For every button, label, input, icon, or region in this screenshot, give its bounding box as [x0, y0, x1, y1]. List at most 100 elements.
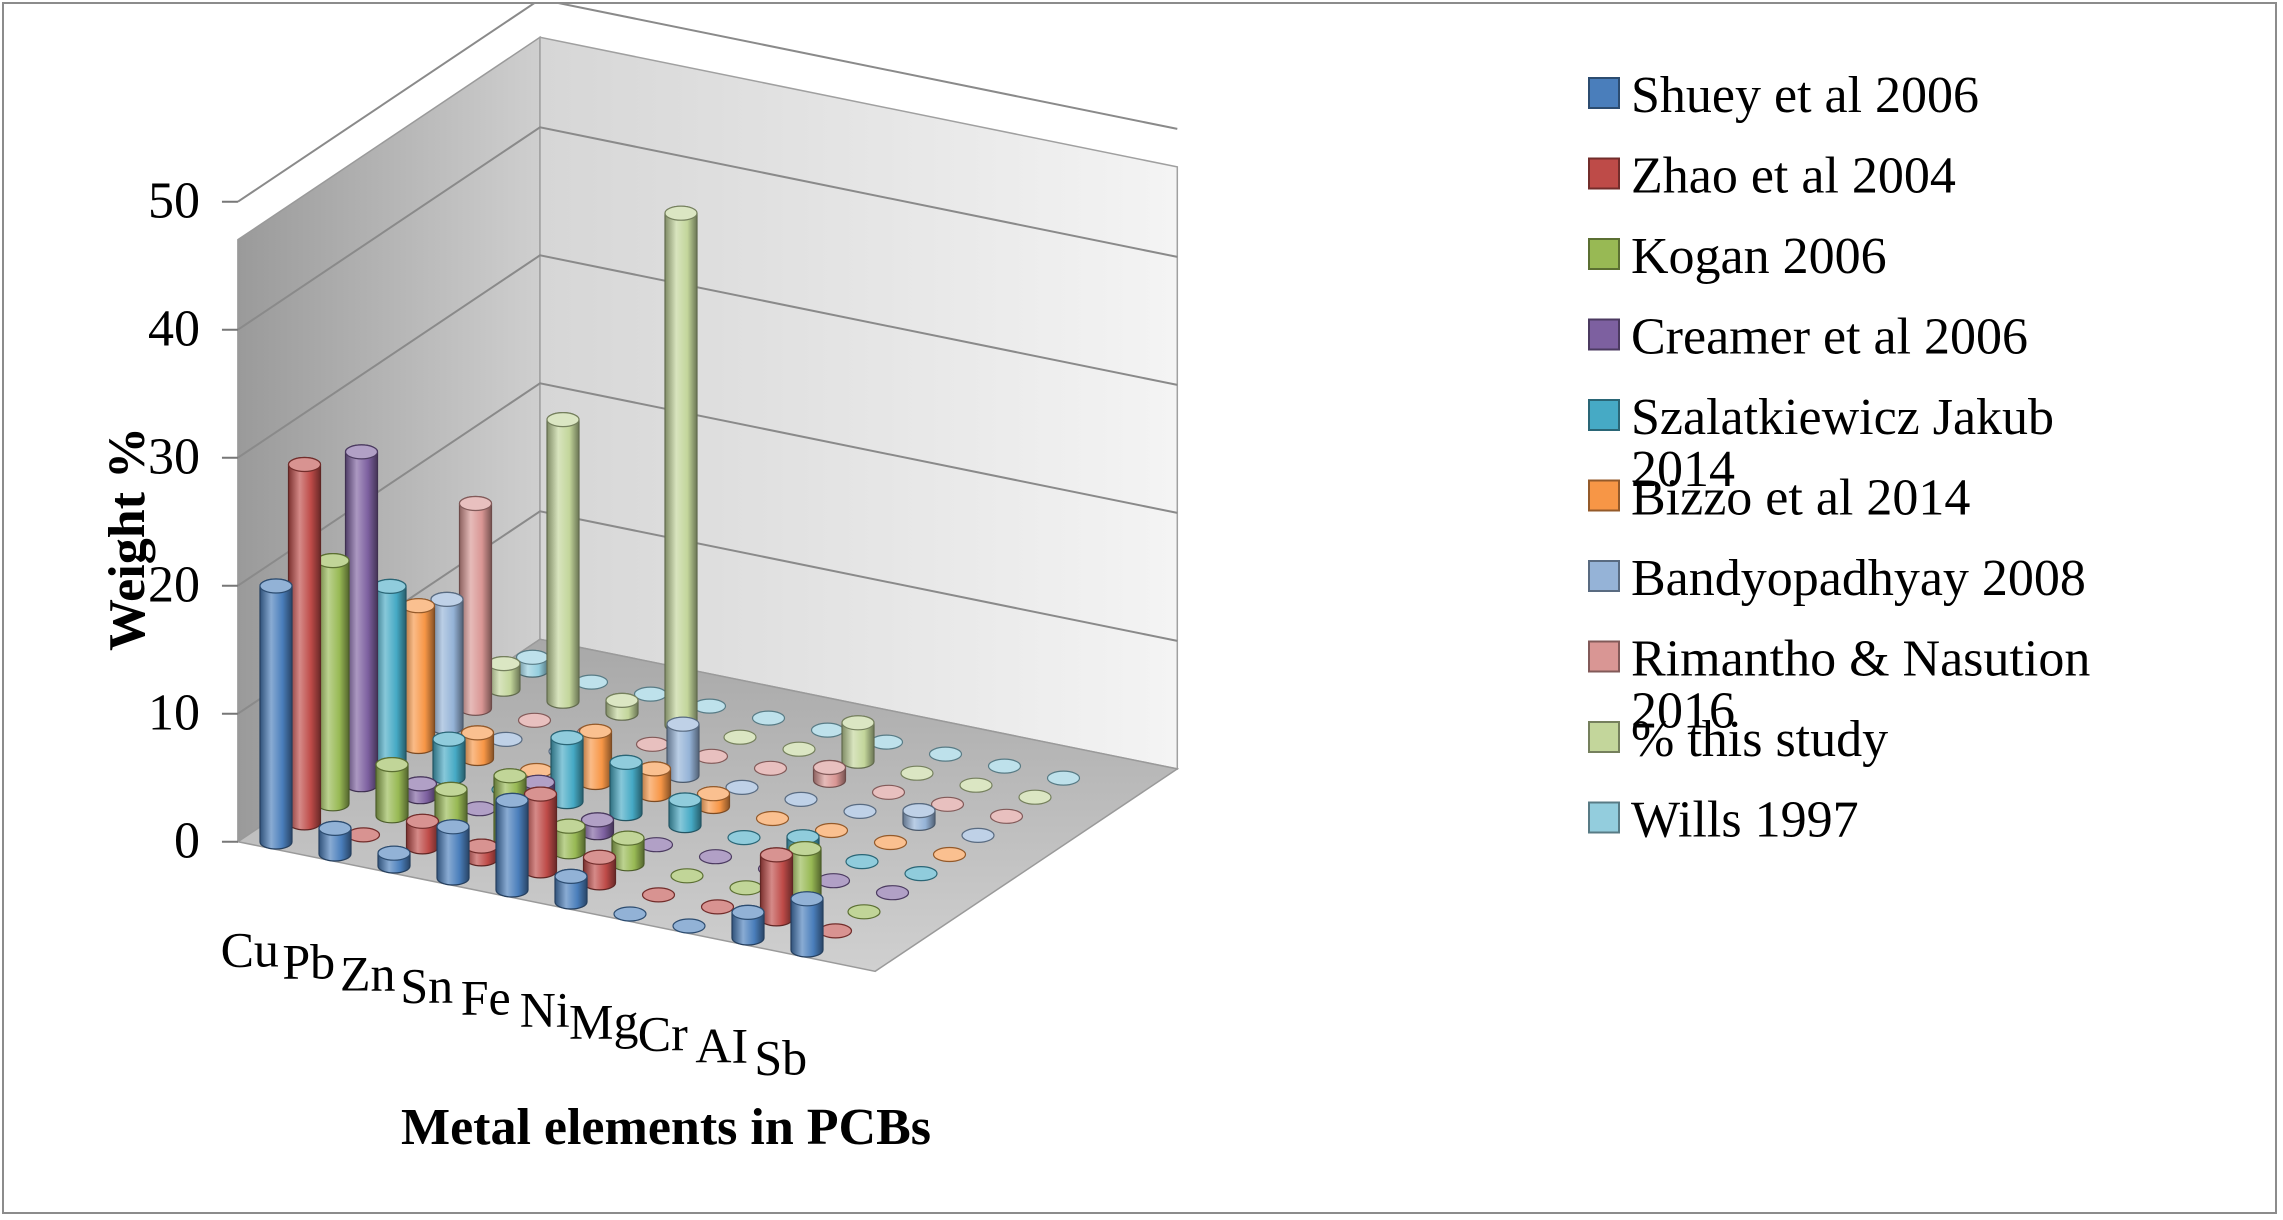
x-tick-label: Cu — [221, 922, 279, 978]
legend-label: Bandyopadhyay 2008 — [1631, 550, 2086, 607]
x-tick-label: Sn — [400, 958, 453, 1014]
gridlines — [237, 4, 1178, 715]
bar — [930, 796, 965, 812]
legend-label: Rimantho & Nasution 2016 — [1631, 631, 2090, 740]
x-tick-label: Ni — [520, 982, 570, 1038]
bar — [816, 873, 851, 889]
bar — [546, 412, 580, 709]
y-tick-label: 0 — [174, 813, 200, 870]
y-tick-label: 50 — [148, 173, 200, 230]
bar — [672, 918, 706, 934]
bar — [664, 205, 698, 733]
legend-item: Zhao et al 2004 — [1588, 148, 1956, 205]
bars — [259, 205, 1081, 958]
bar — [928, 746, 963, 762]
bar — [578, 723, 613, 791]
bar — [900, 765, 934, 781]
bar — [698, 849, 733, 865]
bar — [961, 827, 995, 844]
bar — [464, 838, 499, 867]
y-tick-label: 40 — [148, 301, 200, 358]
bar — [637, 761, 672, 803]
x-tick-label: Mg — [569, 994, 638, 1050]
bar — [723, 729, 757, 745]
legend-item: Rimantho & Nasution 2016 — [1588, 631, 2090, 740]
bar — [810, 722, 845, 738]
bar — [784, 791, 818, 808]
bar — [847, 904, 881, 920]
bar — [869, 734, 904, 750]
gridline — [237, 126, 1178, 331]
bar — [375, 756, 409, 824]
legend-label: Shuey et al 2006 — [1631, 67, 1979, 124]
legend-item: Wills 1997 — [1588, 792, 1859, 849]
x-tick-label: Cr — [638, 1006, 688, 1062]
bar — [818, 923, 853, 939]
bar — [401, 598, 436, 755]
x-tick-label: Fe — [461, 970, 511, 1026]
bar — [696, 786, 731, 815]
legend-swatch — [1588, 399, 1620, 431]
legend-swatch — [1588, 157, 1620, 190]
bar — [814, 822, 849, 839]
y-tick-label: 20 — [148, 557, 200, 614]
bar — [432, 731, 466, 786]
bar — [523, 786, 558, 879]
bar — [875, 885, 910, 901]
bar — [405, 813, 440, 855]
legend-swatch — [1588, 318, 1620, 351]
bar — [668, 792, 702, 834]
chart-walls — [235, 35, 1180, 973]
legend-label: % this study — [1631, 711, 1888, 768]
x-axis-categories: Cu Pb Zn Sn Fe Ni Mg Cr AI Sb — [221, 922, 808, 1086]
bar — [666, 716, 700, 783]
legend-swatch — [1588, 640, 1620, 673]
y-axis-ticks: 0 10 20 30 40 50 — [148, 173, 238, 870]
bar — [515, 649, 550, 678]
bar — [753, 760, 788, 776]
bar — [462, 801, 497, 817]
legend-swatch — [1588, 560, 1620, 592]
bar — [554, 868, 588, 910]
legend-swatch — [1588, 801, 1620, 834]
legend-swatch — [1588, 721, 1620, 753]
legend-label: Zhao et al 2004 — [1631, 148, 1956, 205]
bar — [782, 741, 816, 757]
bar — [403, 776, 438, 805]
chart-canvas: 0 10 20 30 40 50 Cu Pb Zn Sn Fe Ni Mg Cr AI Sb Weight … — [99, 4, 2090, 1156]
bar — [346, 827, 381, 843]
bar — [871, 784, 906, 800]
gridline — [237, 254, 1178, 459]
gridline — [237, 382, 1178, 587]
x-tick-label: Zn — [340, 946, 396, 1002]
y-tick-label: 10 — [148, 685, 200, 742]
bar — [692, 698, 727, 714]
bar — [316, 552, 350, 812]
bar — [489, 731, 523, 748]
bar — [605, 692, 639, 721]
bar — [377, 845, 411, 874]
legend-swatch — [1588, 77, 1620, 109]
bar — [841, 715, 875, 769]
bar — [287, 456, 322, 831]
legend-label: Bizzo et al 2014 — [1631, 470, 1970, 527]
bar — [755, 810, 790, 827]
legend-label: Szalatkiewicz Jakub 2014 — [1631, 389, 2054, 498]
bar — [670, 868, 704, 884]
bar — [932, 846, 967, 863]
legend-item: Bizzo et al 2014 — [1588, 470, 1970, 527]
bar — [725, 779, 759, 796]
bar — [517, 712, 552, 728]
gridline — [237, 4, 1178, 203]
bar — [613, 906, 647, 922]
bar — [460, 725, 495, 767]
bar — [731, 904, 765, 946]
bar — [959, 777, 993, 793]
bar — [344, 444, 379, 793]
bar — [633, 686, 668, 702]
bar — [727, 829, 761, 846]
bar — [458, 495, 493, 716]
x-tick-label: AI — [695, 1018, 748, 1074]
bar — [1018, 789, 1052, 805]
x-tick-label: Sb — [754, 1030, 807, 1086]
